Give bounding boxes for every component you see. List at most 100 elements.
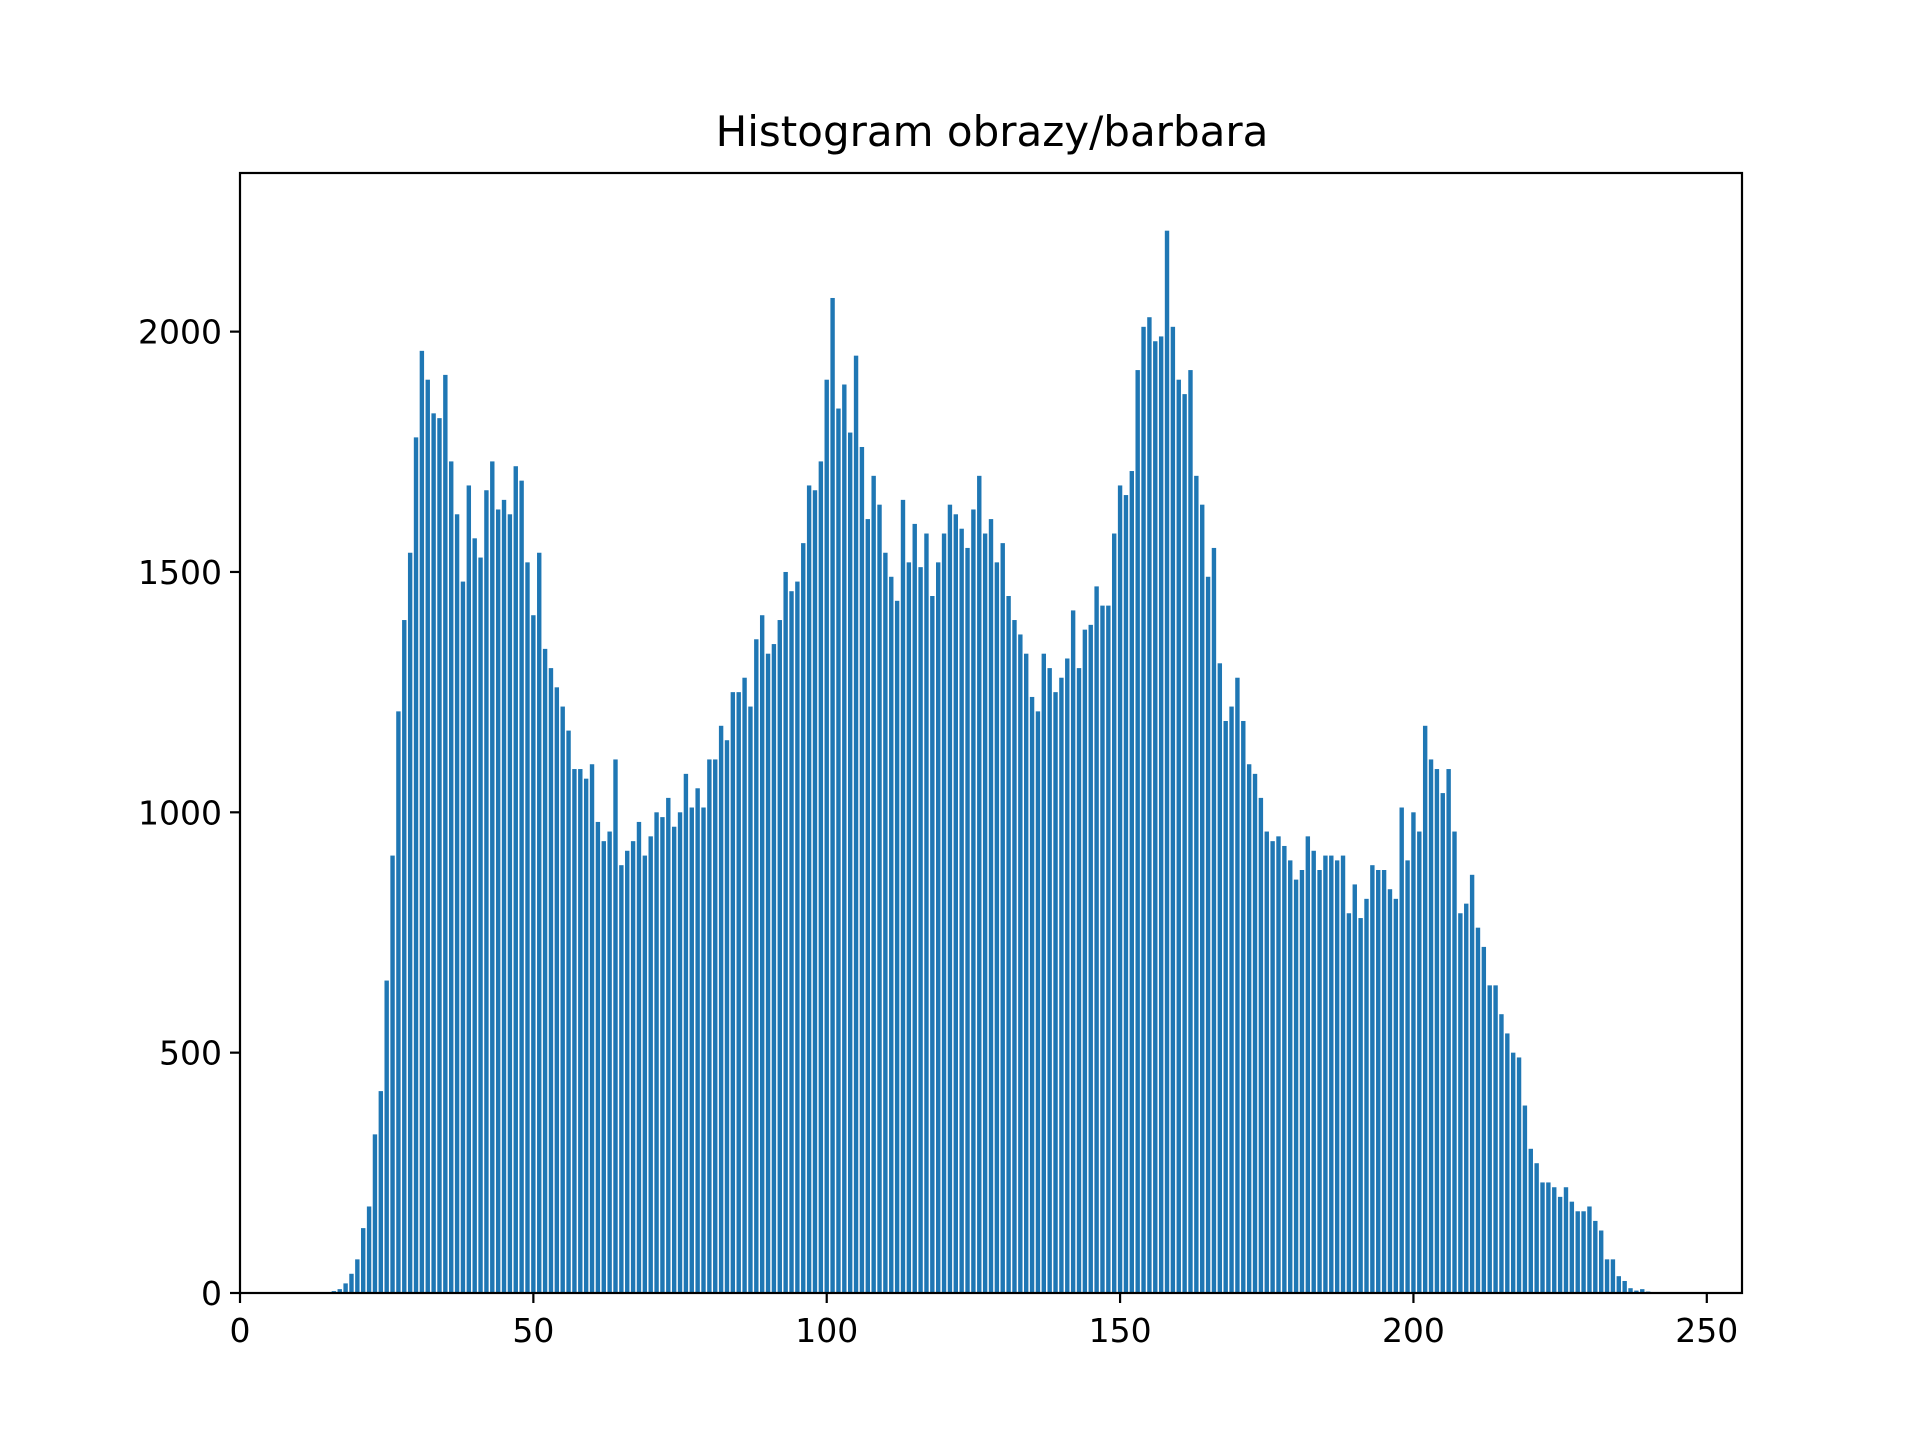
histogram-bar: [1405, 860, 1410, 1293]
histogram-bar: [912, 523, 917, 1293]
histogram-bar: [689, 807, 694, 1293]
x-tick-label: 250: [1675, 1311, 1738, 1350]
histogram-bar: [1158, 336, 1164, 1293]
histogram-bar: [1622, 1280, 1627, 1293]
histogram-bar: [1112, 533, 1117, 1293]
histogram-bar: [413, 437, 419, 1293]
histogram-bar: [525, 562, 530, 1293]
histogram-bar: [930, 596, 935, 1293]
histogram-bar: [1598, 1230, 1604, 1293]
histogram-bar: [1164, 230, 1170, 1294]
histogram-bar: [777, 620, 782, 1293]
histogram-bar: [1464, 903, 1469, 1293]
histogram-bar: [1282, 845, 1287, 1293]
histogram-bar: [742, 677, 747, 1293]
histogram-bar: [806, 485, 812, 1293]
histogram-bar: [1340, 855, 1346, 1293]
histogram-bar: [654, 812, 659, 1293]
histogram-bar: [1205, 576, 1211, 1293]
histogram-bar: [965, 547, 970, 1293]
histogram-bar: [560, 706, 565, 1293]
histogram-bar: [1305, 836, 1311, 1293]
histogram-bar: [1499, 1014, 1504, 1293]
histogram-bar: [1557, 1196, 1563, 1293]
histogram-bar: [883, 552, 888, 1293]
histogram-bar: [994, 562, 1000, 1293]
histogram-bar: [1246, 764, 1252, 1293]
histogram-bar: [818, 461, 824, 1293]
histogram-bar: [384, 980, 389, 1293]
x-tick-label: 150: [1089, 1311, 1152, 1350]
histogram-bar: [613, 759, 618, 1293]
histogram-bar: [425, 379, 430, 1293]
histogram-bar: [924, 533, 929, 1293]
histogram-bar: [1106, 605, 1111, 1293]
histogram-bar: [789, 591, 794, 1293]
histogram-bar: [519, 480, 524, 1293]
histogram-bar: [407, 552, 413, 1293]
histogram-bar: [1029, 696, 1035, 1293]
histogram-bar: [718, 725, 724, 1293]
histogram-bar: [1358, 918, 1363, 1293]
histogram-bar: [1493, 985, 1498, 1293]
histogram-bar: [349, 1273, 354, 1293]
histogram-bar: [959, 528, 964, 1293]
histogram-bar: [484, 490, 489, 1293]
histogram-bar: [642, 855, 648, 1293]
histogram-bar: [1575, 1211, 1580, 1293]
histogram-bar: [1323, 855, 1328, 1293]
histogram-bar: [1329, 855, 1334, 1293]
histogram-bar: [865, 519, 870, 1293]
histogram-bar: [1252, 773, 1258, 1293]
histogram-bar: [918, 567, 923, 1293]
histogram-bar: [1094, 586, 1099, 1293]
histogram-bar: [941, 533, 947, 1293]
histogram-bar: [1194, 475, 1199, 1294]
histogram-bar: [713, 759, 718, 1293]
histogram-bar: [1634, 1290, 1639, 1293]
histogram-bar: [1505, 1033, 1510, 1293]
histogram-bar: [572, 769, 577, 1293]
histogram-bar: [589, 764, 595, 1293]
histogram-bar: [554, 687, 560, 1293]
histogram-bar: [1229, 706, 1234, 1293]
histogram-bar: [1446, 769, 1451, 1293]
histogram-bar: [730, 692, 736, 1293]
x-tick-label: 200: [1382, 1311, 1445, 1350]
histogram-bar: [366, 1206, 372, 1293]
histogram-bar: [1522, 1105, 1528, 1293]
histogram-bar: [625, 850, 630, 1293]
histogram-bar: [1258, 797, 1264, 1293]
bars-group: [325, 230, 1651, 1294]
histogram-bar: [759, 615, 765, 1293]
histogram-bar: [1381, 870, 1387, 1293]
histogram-bar: [1076, 668, 1082, 1293]
histogram-bar: [1000, 543, 1005, 1293]
histogram-bar: [460, 581, 466, 1293]
histogram-bar: [707, 759, 712, 1293]
histogram-bar: [619, 865, 624, 1293]
histogram-bar: [677, 812, 683, 1293]
histogram-bar: [396, 711, 401, 1293]
histogram-bar: [859, 446, 865, 1293]
histogram-bar: [1387, 889, 1393, 1293]
histogram-bar: [1481, 946, 1487, 1293]
chart-title: Histogram obrazy/barbara: [716, 107, 1269, 156]
histogram-bar: [1469, 874, 1475, 1293]
histogram-bar: [1018, 634, 1023, 1293]
histogram-bar: [601, 841, 606, 1293]
histogram-bar: [1452, 831, 1457, 1293]
histogram-bar: [607, 831, 612, 1293]
histogram-bar: [977, 475, 982, 1294]
histogram-bar: [443, 374, 448, 1293]
histogram-bar: [1628, 1288, 1633, 1293]
histogram-bar: [748, 706, 753, 1293]
histogram-bar: [1141, 326, 1146, 1293]
histogram-bar: [889, 576, 894, 1293]
histogram-bar: [1117, 485, 1123, 1293]
histogram-bar: [1047, 668, 1052, 1293]
histogram-bar: [695, 788, 700, 1293]
histogram-bar: [513, 466, 518, 1294]
histogram-bar: [953, 514, 958, 1293]
histogram-bar: [501, 499, 507, 1293]
